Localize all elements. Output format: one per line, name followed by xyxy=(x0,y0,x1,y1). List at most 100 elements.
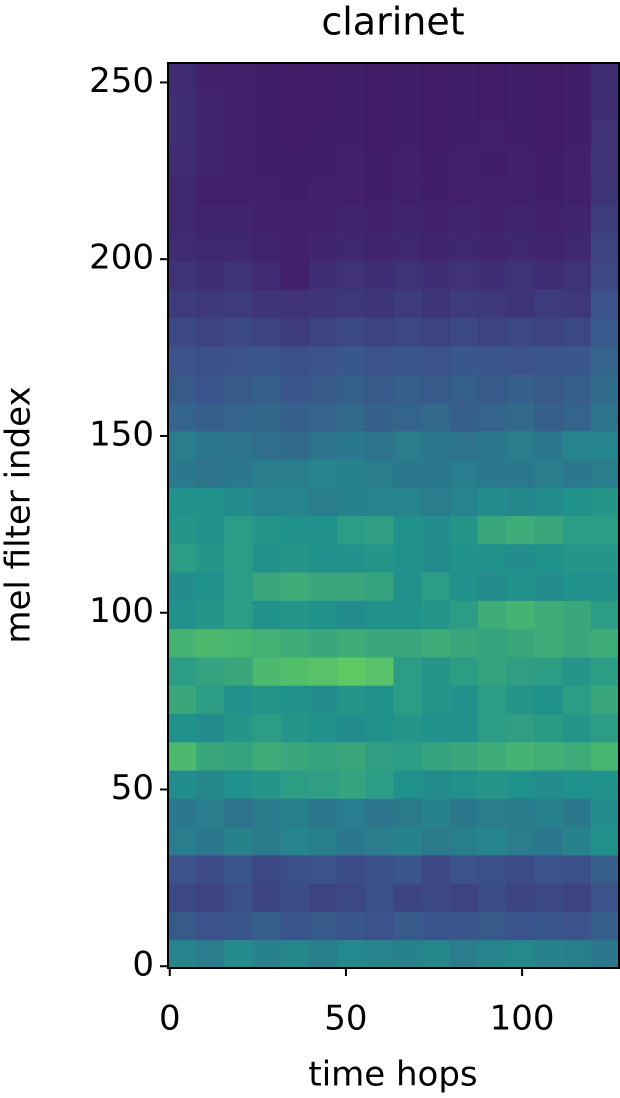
heatmap-cell xyxy=(308,543,338,573)
heatmap-cell xyxy=(196,345,225,375)
heatmap-cell xyxy=(393,147,423,177)
heatmap-cell xyxy=(280,345,310,375)
heatmap-cell xyxy=(506,91,535,121)
heatmap-cell xyxy=(337,176,366,205)
heatmap-cell xyxy=(393,204,423,234)
heatmap-cell xyxy=(308,600,338,630)
heatmap-cell xyxy=(337,600,366,630)
heatmap-cell xyxy=(224,543,254,573)
heatmap-cell xyxy=(224,374,254,403)
heatmap-cell xyxy=(168,741,197,771)
heatmap-cell xyxy=(393,713,423,743)
heatmap-cell xyxy=(308,345,338,375)
heatmap-cell xyxy=(168,345,197,375)
heatmap-cell xyxy=(590,487,620,516)
heatmap-cell xyxy=(280,543,310,573)
heatmap-cell xyxy=(449,741,479,771)
heatmap-cell xyxy=(280,176,310,205)
heatmap-cell xyxy=(590,345,620,375)
y-tick-label: 250 xyxy=(89,61,154,101)
heatmap-cell xyxy=(393,826,423,856)
heatmap-cell xyxy=(224,289,254,319)
heatmap-cell xyxy=(365,345,394,375)
heatmap-cell xyxy=(534,119,564,149)
heatmap-cell xyxy=(308,883,338,912)
heatmap-cell xyxy=(337,232,366,262)
heatmap-cell xyxy=(252,713,282,743)
heatmap-cell xyxy=(224,515,254,545)
heatmap-cell xyxy=(421,543,451,573)
heatmap-cell xyxy=(534,91,564,121)
heatmap-cell xyxy=(421,939,451,969)
heatmap-cell xyxy=(421,798,451,828)
heatmap-cell xyxy=(365,232,394,262)
heatmap-cell xyxy=(365,402,394,432)
heatmap-cell xyxy=(337,798,366,828)
heatmap-cell xyxy=(562,911,592,941)
heatmap-cell xyxy=(168,770,197,799)
heatmap-cell xyxy=(393,119,423,149)
heatmap-cell xyxy=(168,147,197,177)
heatmap-cell xyxy=(449,713,479,743)
heatmap-cell xyxy=(224,458,254,488)
heatmap-cell xyxy=(168,487,197,516)
heatmap-cell xyxy=(196,600,225,630)
heatmap-cell xyxy=(280,713,310,743)
heatmap-cell xyxy=(506,119,535,149)
heatmap-cell xyxy=(308,628,338,658)
heatmap-cell xyxy=(168,798,197,828)
heatmap-cell xyxy=(168,260,197,290)
heatmap-cell xyxy=(308,656,338,686)
heatmap-cell xyxy=(280,911,310,941)
heatmap-cell xyxy=(168,628,197,658)
heatmap-cell xyxy=(562,260,592,290)
heatmap-cell xyxy=(365,628,394,658)
heatmap-cell xyxy=(196,883,225,912)
heatmap-cell xyxy=(308,685,338,714)
heatmap-cell xyxy=(252,204,282,234)
heatmap-cell xyxy=(196,289,225,319)
y-tick-label: 50 xyxy=(111,768,154,808)
heatmap-cell xyxy=(168,402,197,432)
heatmap-cell xyxy=(280,91,310,121)
heatmap-cell xyxy=(337,345,366,375)
heatmap-cell xyxy=(478,854,507,884)
heatmap-cell xyxy=(280,883,310,912)
heatmap-cell xyxy=(421,63,451,92)
heatmap-cell xyxy=(168,91,197,121)
heatmap-cell xyxy=(449,430,479,460)
heatmap-cell xyxy=(421,402,451,432)
heatmap-cell xyxy=(506,204,535,234)
heatmap-cell xyxy=(478,176,507,205)
heatmap-cell xyxy=(506,939,535,969)
heatmap-cell xyxy=(280,260,310,290)
heatmap-cell xyxy=(252,515,282,545)
heatmap-cell xyxy=(478,345,507,375)
heatmap-cell xyxy=(590,543,620,573)
heatmap-cell xyxy=(308,119,338,149)
heatmap-cell xyxy=(449,572,479,601)
heatmap-cell xyxy=(196,91,225,121)
y-tick-label: 0 xyxy=(132,945,154,985)
heatmap-cell xyxy=(196,741,225,771)
heatmap-cell xyxy=(590,939,620,969)
heatmap-cell xyxy=(506,317,535,347)
heatmap-cell xyxy=(393,176,423,205)
heatmap-cell xyxy=(393,543,423,573)
heatmap-cell xyxy=(365,91,394,121)
heatmap-cell xyxy=(393,741,423,771)
heatmap-cell xyxy=(168,204,197,234)
y-axis-label: mel filter index xyxy=(0,386,39,643)
heatmap-cell xyxy=(308,374,338,403)
heatmap-cell xyxy=(421,232,451,262)
heatmap-cell xyxy=(280,628,310,658)
heatmap-cell xyxy=(224,628,254,658)
heatmap-cell xyxy=(506,572,535,601)
heatmap-cell xyxy=(562,430,592,460)
heatmap-cell xyxy=(449,204,479,234)
heatmap-cell xyxy=(168,939,197,969)
x-tick-label: 100 xyxy=(490,999,555,1039)
heatmap-cell xyxy=(337,741,366,771)
heatmap-cell xyxy=(252,741,282,771)
heatmap-cell xyxy=(365,770,394,799)
